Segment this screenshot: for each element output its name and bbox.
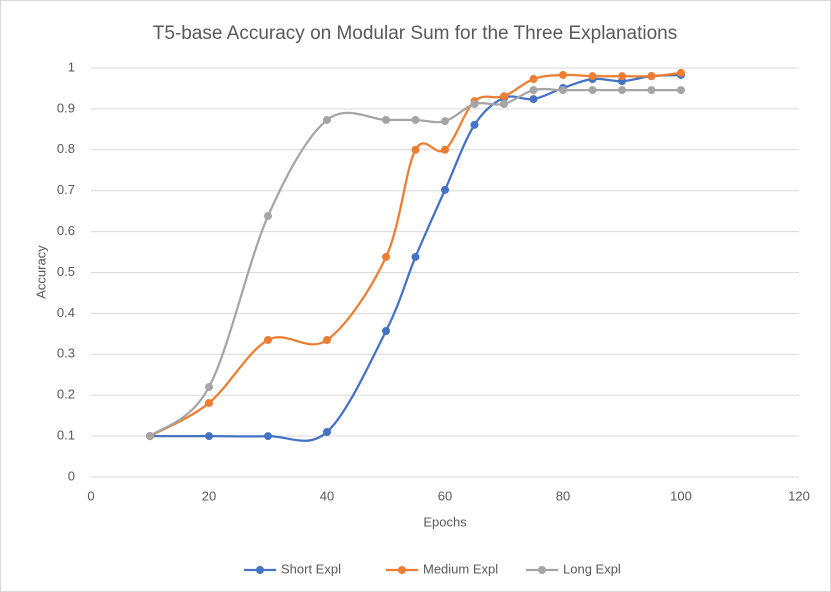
y-tick-label: 0.9 xyxy=(57,100,75,115)
y-tick-label: 1 xyxy=(68,59,75,74)
y-axis-label: Accuracy xyxy=(33,245,48,299)
point xyxy=(500,99,508,108)
y-tick-label: 0.1 xyxy=(57,428,75,443)
point xyxy=(382,252,390,261)
point xyxy=(411,115,420,124)
point xyxy=(264,335,272,344)
x-axis-label: Epochs xyxy=(423,514,467,529)
series-line xyxy=(149,71,682,438)
point xyxy=(529,95,538,104)
series-line xyxy=(150,73,682,442)
point xyxy=(264,432,272,441)
x-tick-label: 60 xyxy=(438,488,452,503)
point xyxy=(677,86,685,95)
point xyxy=(382,326,390,335)
y-tick-label: 0.8 xyxy=(57,141,75,156)
legend-label: Long Expl xyxy=(563,561,621,576)
point xyxy=(647,86,656,95)
point xyxy=(588,72,597,81)
point xyxy=(146,432,154,441)
x-tick-label: 120 xyxy=(788,488,810,503)
point xyxy=(205,398,213,407)
point xyxy=(411,145,420,154)
y-tick-label: 0.6 xyxy=(57,223,75,238)
x-tick-label: 0 xyxy=(87,488,94,503)
point xyxy=(529,75,538,84)
point xyxy=(618,72,626,81)
legend-marker xyxy=(538,566,546,574)
series-line xyxy=(149,87,681,438)
point xyxy=(323,335,331,344)
x-tick-label: 20 xyxy=(202,488,216,503)
y-tick-label: 0.4 xyxy=(57,305,75,320)
legend-marker xyxy=(256,566,264,574)
legend-label: Short Expl xyxy=(281,561,341,576)
point xyxy=(441,117,449,126)
legend-label: Medium Expl xyxy=(423,561,498,576)
y-tick-label: 0.5 xyxy=(57,264,75,279)
chart-title: T5-base Accuracy on Modular Sum for the … xyxy=(153,23,678,44)
x-tick-label: 40 xyxy=(320,488,334,503)
point xyxy=(500,92,508,101)
point xyxy=(441,145,449,154)
point xyxy=(559,86,567,95)
point xyxy=(529,86,538,95)
y-tick-label: 0.7 xyxy=(57,182,75,197)
point xyxy=(382,115,390,124)
point xyxy=(470,120,479,129)
point xyxy=(470,99,479,108)
point xyxy=(647,72,656,81)
point xyxy=(264,212,272,221)
point xyxy=(441,185,449,194)
point xyxy=(205,432,213,441)
y-tick-label: 0.3 xyxy=(57,346,75,361)
y-tick-label: 0.2 xyxy=(57,387,75,402)
point xyxy=(323,428,331,437)
point xyxy=(559,70,567,79)
x-tick-label: 100 xyxy=(670,488,692,503)
point xyxy=(323,115,331,124)
point xyxy=(618,86,626,95)
point xyxy=(677,68,685,77)
point xyxy=(588,86,597,95)
legend-marker xyxy=(398,566,406,574)
y-tick-label: 0 xyxy=(68,468,75,483)
x-tick-label: 80 xyxy=(556,488,570,503)
point xyxy=(411,252,420,261)
point xyxy=(205,383,213,392)
